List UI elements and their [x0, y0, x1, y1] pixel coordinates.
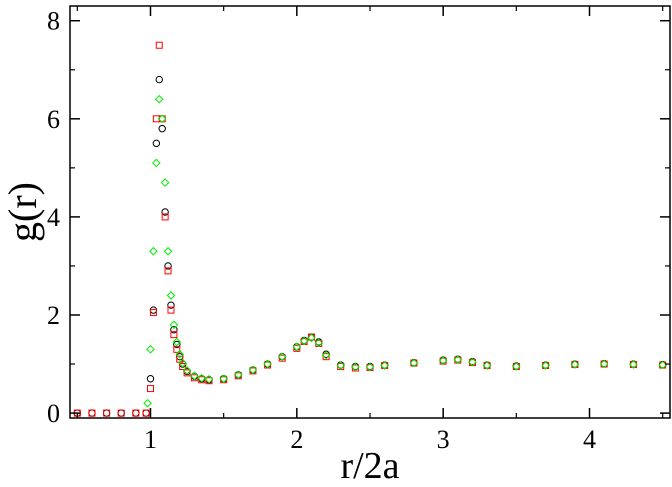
- y-tick-label: 8: [47, 7, 60, 36]
- data-point-circle: [278, 352, 286, 361]
- data-point-square: [149, 309, 157, 317]
- x-tick-label: 1: [144, 425, 157, 454]
- data-point-diamond: [219, 374, 228, 384]
- data-point-diamond: [336, 361, 346, 370]
- data-point-diamond: [190, 371, 199, 381]
- data-point-circle: [152, 139, 161, 148]
- data-point-square: [167, 306, 175, 314]
- data-point-diamond: [172, 337, 182, 347]
- data-point-circle: [146, 375, 155, 383]
- data-point-diamond: [314, 338, 324, 348]
- data-point-square: [179, 363, 187, 370]
- data-point-square: [173, 345, 181, 353]
- data-point-diamond: [248, 365, 258, 375]
- data-markers: [73, 41, 667, 417]
- data-point-diamond: [175, 349, 185, 359]
- data-point-circle: [161, 208, 169, 216]
- data-point-circle: [176, 352, 184, 361]
- data-point-diamond: [169, 320, 179, 330]
- data-point-circle: [88, 409, 96, 417]
- y-tick-label: 2: [47, 301, 60, 330]
- data-point-circle: [173, 340, 181, 349]
- data-point-square: [205, 377, 213, 385]
- data-point-diamond: [149, 246, 158, 256]
- data-point-diamond: [233, 370, 243, 380]
- data-point-circle: [149, 306, 158, 314]
- data-point-diamond: [160, 178, 170, 187]
- data-point-diamond: [541, 361, 550, 370]
- data-point-diamond: [299, 336, 309, 346]
- data-point-circle: [293, 343, 301, 351]
- data-point-diamond: [154, 94, 164, 104]
- series-square: [73, 41, 667, 417]
- data-point-diamond: [482, 361, 492, 370]
- data-point-diamond: [146, 345, 155, 354]
- axis-ticks: 1 2 3 4 0 2 4 6 8: [47, 6, 670, 454]
- data-point-diamond: [178, 358, 187, 368]
- data-point-square: [293, 344, 301, 352]
- data-point-diamond: [365, 362, 375, 372]
- data-point-circle: [142, 409, 150, 417]
- data-point-diamond: [599, 359, 609, 369]
- data-point-square: [198, 376, 206, 384]
- data-point-diamond: [182, 366, 192, 375]
- data-point-diamond: [204, 374, 214, 384]
- data-point-diamond: [163, 246, 173, 256]
- data-point-square: [103, 409, 111, 417]
- data-point-circle: [170, 326, 178, 334]
- data-point-circle: [164, 262, 172, 270]
- data-point-diamond: [143, 398, 152, 408]
- data-point-square: [146, 385, 154, 393]
- data-point-square: [88, 409, 96, 417]
- data-point-circle: [132, 409, 140, 417]
- data-point-square: [117, 409, 125, 417]
- data-point-circle: [158, 124, 166, 133]
- data-point-diamond: [277, 352, 287, 361]
- data-point-diamond: [292, 342, 302, 352]
- x-tick-label: 3: [437, 425, 450, 454]
- data-point-diamond: [263, 359, 272, 369]
- series-diamond: [143, 94, 667, 408]
- data-point-diamond: [307, 333, 316, 343]
- data-point-circle: [155, 75, 163, 84]
- y-axis-label: g(r): [0, 182, 45, 242]
- data-point-square: [161, 213, 169, 221]
- x-tick-label: 2: [290, 425, 303, 454]
- data-point-square: [190, 374, 198, 382]
- data-point-diamond: [197, 373, 207, 383]
- data-point-square: [155, 41, 163, 49]
- data-point-square: [132, 409, 140, 417]
- data-point-diamond: [512, 362, 521, 371]
- data-point-diamond: [438, 356, 448, 365]
- y-tick-label: 0: [47, 399, 60, 428]
- y-tick-label: 6: [47, 105, 60, 134]
- data-point-square: [170, 331, 178, 339]
- data-point-diamond: [409, 358, 419, 368]
- x-tick-label: 4: [583, 425, 596, 454]
- data-point-square: [142, 409, 150, 417]
- data-point-square: [322, 353, 330, 361]
- data-point-diamond: [157, 114, 167, 124]
- data-point-square: [278, 354, 286, 362]
- data-point-diamond: [380, 361, 389, 370]
- data-point-diamond: [570, 360, 580, 369]
- data-point-diamond: [468, 357, 477, 367]
- data-point-diamond: [152, 158, 161, 168]
- data-point-diamond: [166, 291, 176, 300]
- data-point-diamond: [321, 350, 331, 360]
- data-point-circle: [117, 409, 125, 417]
- data-point-diamond: [351, 362, 360, 372]
- data-point-diamond: [629, 360, 638, 369]
- data-point-square: [183, 369, 191, 377]
- data-point-square: [164, 267, 172, 275]
- data-point-circle: [102, 409, 111, 417]
- x-axis-label: r/2a: [340, 445, 399, 487]
- plot-frame: [69, 5, 671, 419]
- data-point-circle: [167, 301, 175, 309]
- data-point-diamond: [453, 355, 463, 364]
- y-tick-label: 4: [47, 203, 60, 232]
